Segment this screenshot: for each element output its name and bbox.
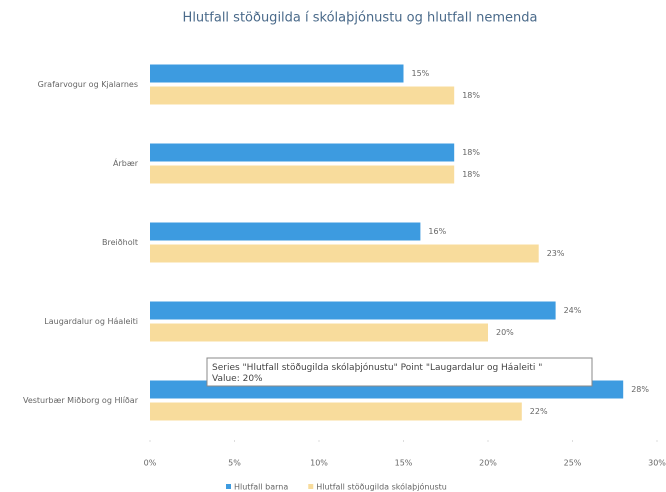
bar	[150, 301, 556, 320]
y-tick-label: Vesturbær Miðborg og Hlíðar	[23, 396, 139, 405]
x-tick-label: 15%	[395, 459, 413, 468]
x-tick-label: 10%	[310, 459, 328, 468]
bar	[150, 143, 455, 162]
bar	[150, 165, 455, 184]
legend-label: Hlutfall barna	[234, 483, 288, 492]
value-label: 18%	[462, 91, 480, 100]
y-tick-label: Árbær	[113, 157, 139, 168]
tooltip-text: Value: 20%	[212, 374, 263, 384]
y-tick-label: Grafarvogur og Kjalarnes	[38, 80, 138, 89]
x-tick-label: 25%	[564, 459, 582, 468]
bar	[150, 86, 455, 105]
value-label: 16%	[428, 227, 446, 236]
x-tick-label: 20%	[479, 459, 497, 468]
bar	[150, 222, 421, 241]
value-label: 23%	[547, 249, 565, 258]
x-tick-label: 30%	[648, 459, 666, 468]
bar	[150, 64, 404, 83]
y-tick-label: Breiðholt	[102, 238, 138, 247]
legend-swatch	[308, 484, 314, 489]
chart-title: Hlutfall stöðugilda í skólaþjónustu og h…	[183, 11, 538, 26]
bar	[150, 323, 488, 342]
value-label: 20%	[496, 328, 514, 337]
bar	[150, 402, 522, 421]
legend-label: Hlutfall stöðugilda skólaþjónustu	[316, 482, 447, 492]
x-tick-label: 0%	[144, 459, 157, 468]
x-tick-label: 5%	[228, 459, 241, 468]
bar	[150, 244, 539, 263]
value-label: 24%	[564, 306, 582, 315]
value-label: 18%	[462, 170, 480, 179]
tooltip-box	[206, 357, 593, 387]
value-label: 28%	[631, 385, 649, 394]
y-tick-label: Laugardalur og Háaleiti	[44, 317, 138, 326]
value-label: 15%	[412, 69, 430, 78]
legend-swatch	[226, 484, 231, 489]
tooltip-text: Series "Hlutfall stöðugilda skólaþjónust…	[212, 362, 542, 373]
value-label: 18%	[462, 148, 480, 157]
value-label: 22%	[530, 407, 548, 416]
